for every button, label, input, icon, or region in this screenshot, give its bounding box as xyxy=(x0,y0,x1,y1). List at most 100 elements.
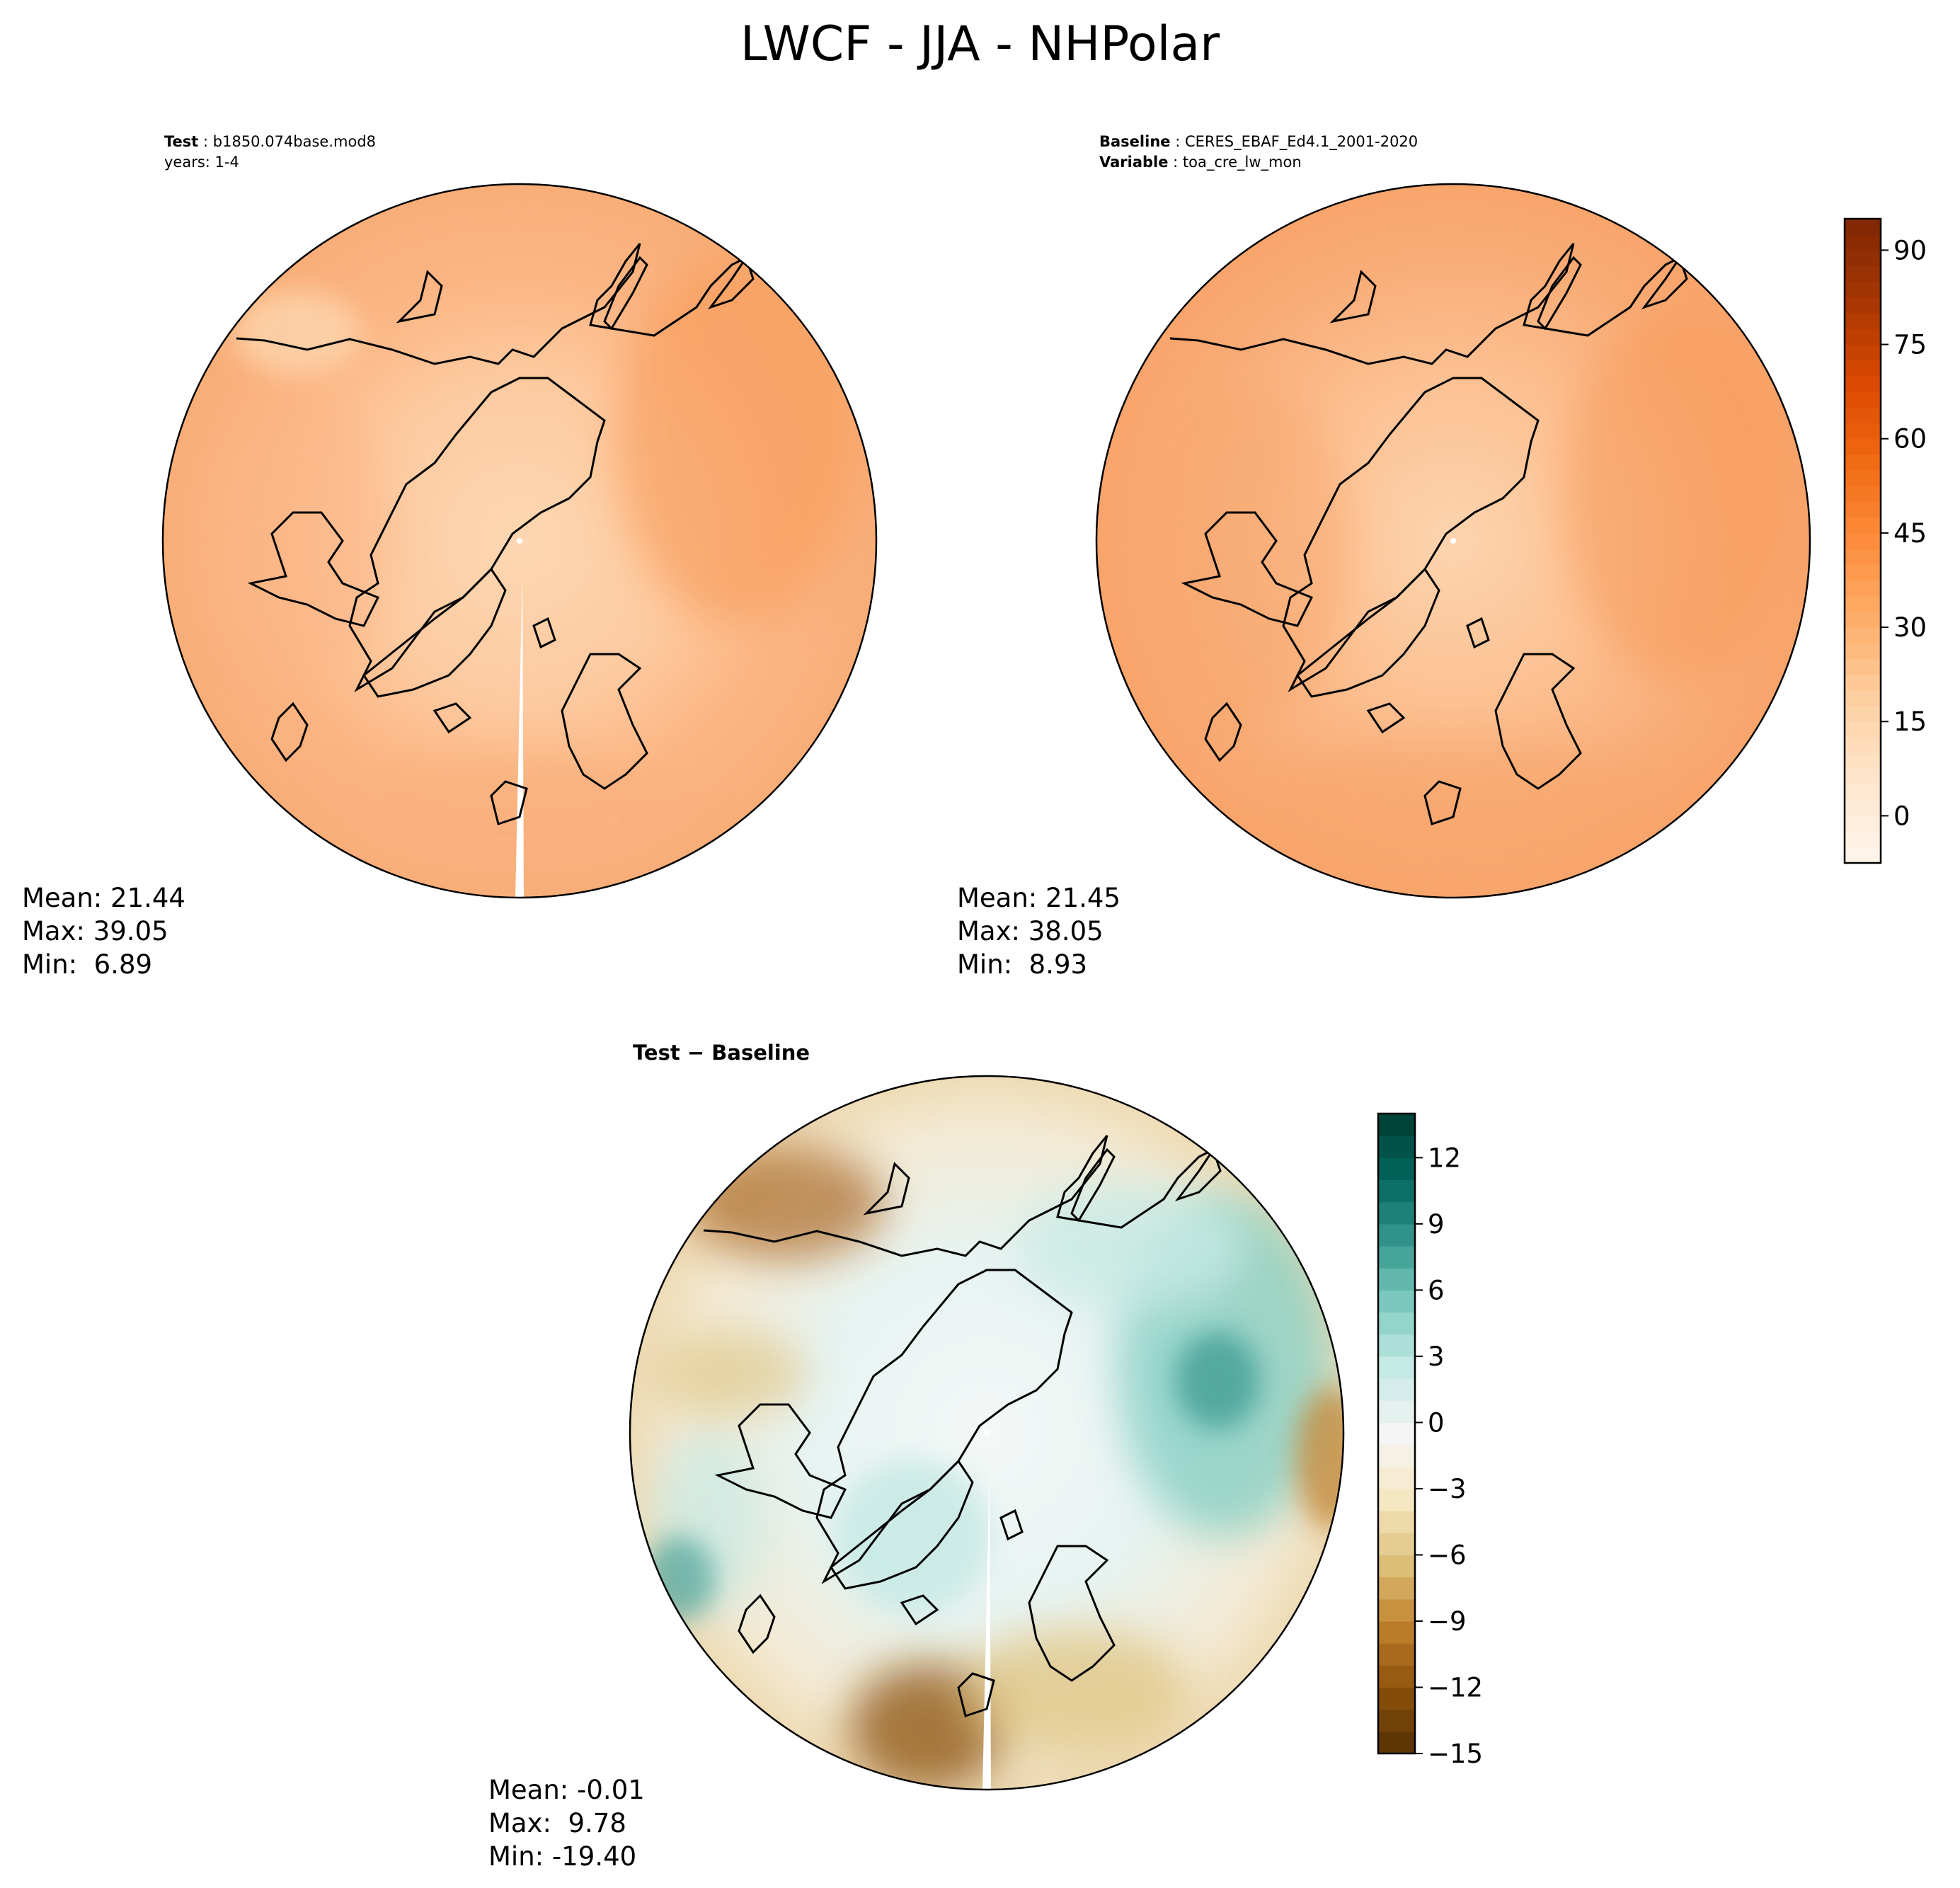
top-colorbar-tick-label: 90 xyxy=(1893,235,1927,265)
top-colorbar-band xyxy=(1845,360,1881,377)
figure-title: LWCF - JJA - NHPolar xyxy=(740,16,1220,72)
diff-map-border xyxy=(629,1075,1345,1791)
top-colorbar-band xyxy=(1845,234,1881,251)
top-colorbar-band xyxy=(1845,564,1881,581)
top-colorbar-band xyxy=(1845,407,1881,424)
diff-colorbar-tick-label: 3 xyxy=(1428,1341,1445,1372)
top-colorbar-band xyxy=(1845,250,1881,267)
diff-stats: Mean: -0.01 Max: 9.78 Min: -19.40 xyxy=(488,1773,645,1873)
diff-colorbar-band xyxy=(1378,1356,1415,1379)
diff-colorbar-band xyxy=(1378,1577,1415,1600)
top-colorbar-band xyxy=(1845,532,1881,549)
test-years: years: 1-4 xyxy=(164,154,239,171)
diff-colorbar-band xyxy=(1378,1201,1415,1225)
top-colorbar-band xyxy=(1845,454,1881,471)
diff-max: Max: 9.78 xyxy=(488,1808,626,1838)
diff-colorbar-tick-label: −6 xyxy=(1428,1540,1467,1570)
top-colorbar-band xyxy=(1845,627,1881,643)
diff-colorbar-band xyxy=(1378,1290,1415,1313)
test-min: Min: 6.89 xyxy=(22,949,153,980)
diff-colorbar-tick-label: 12 xyxy=(1428,1143,1461,1173)
diff-min: Min: -19.40 xyxy=(488,1841,637,1872)
diff-colorbar-tick-label: −15 xyxy=(1428,1739,1483,1769)
top-colorbar-band xyxy=(1845,847,1881,864)
top-colorbar-frame xyxy=(1843,217,1882,864)
diff-map xyxy=(629,1075,1345,1791)
top-colorbar-band xyxy=(1845,721,1881,738)
top-colorbar-band xyxy=(1845,800,1881,817)
top-colorbar-band xyxy=(1845,549,1881,565)
top-colorbar-band xyxy=(1845,486,1881,503)
top-colorbar-band xyxy=(1845,517,1881,534)
test-stats: Mean: 21.44 Max: 39.05 Min: 6.89 xyxy=(22,881,185,981)
test-map-border xyxy=(161,183,878,899)
top-colorbar-tick-label: 30 xyxy=(1893,612,1927,643)
diff-colorbar-band xyxy=(1378,1223,1415,1247)
top-colorbar-band xyxy=(1845,375,1881,392)
diff-colorbar-band xyxy=(1378,1135,1415,1158)
diff-colorbar-frame xyxy=(1377,1112,1416,1755)
diff-colorbar-band xyxy=(1378,1466,1415,1489)
top-colorbar-band xyxy=(1845,501,1881,518)
diff-colorbar-band xyxy=(1378,1533,1415,1556)
top-colorbar-band xyxy=(1845,768,1881,785)
top-colorbar-band xyxy=(1845,219,1881,235)
diff-colorbar: −15 −12 −9 −6 −3 0 3 6 9 12 xyxy=(1377,1112,1483,1769)
top-colorbar-band xyxy=(1845,784,1881,801)
diff-colorbar-band xyxy=(1378,1643,1415,1666)
diff-colorbar-band xyxy=(1378,1268,1415,1291)
top-colorbar-band xyxy=(1845,265,1881,282)
diff-colorbar-band xyxy=(1378,1687,1415,1710)
test-max: Max: 39.05 xyxy=(22,916,168,946)
diff-mean: Mean: -0.01 xyxy=(488,1775,645,1805)
top-colorbar-band xyxy=(1845,611,1881,628)
top-colorbar-band xyxy=(1845,737,1881,754)
top-colorbar-band xyxy=(1845,470,1881,486)
baseline-case-name: CERES_EBAF_Ed4.1_2001-2020 xyxy=(1184,133,1419,150)
test-map xyxy=(161,183,878,899)
diff-colorbar-band xyxy=(1378,1114,1415,1136)
diff-colorbar-tick-label: −3 xyxy=(1428,1474,1467,1504)
diff-title-baseline: Baseline xyxy=(711,1041,810,1065)
top-colorbar-tick-label: 60 xyxy=(1893,424,1927,454)
top-colorbar-band xyxy=(1845,344,1881,361)
diff-colorbar-band xyxy=(1378,1179,1415,1203)
diff-colorbar-band xyxy=(1378,1400,1415,1424)
baseline-stats: Mean: 21.45 Max: 38.05 Min: 8.93 xyxy=(957,881,1121,981)
diff-colorbar-band xyxy=(1378,1598,1415,1622)
test-header-key: Test xyxy=(164,133,199,150)
diff-title-minus: − xyxy=(687,1041,705,1065)
baseline-map xyxy=(1095,183,1811,899)
baseline-max: Max: 38.05 xyxy=(957,916,1104,946)
diff-colorbar-band xyxy=(1378,1334,1415,1357)
top-colorbar-band xyxy=(1845,816,1881,833)
top-colorbar-band xyxy=(1845,690,1881,706)
top-colorbar-tick-label: 15 xyxy=(1893,706,1927,737)
top-colorbar-band xyxy=(1845,328,1881,345)
top-colorbar-band xyxy=(1845,313,1881,329)
diff-colorbar-band xyxy=(1378,1620,1415,1644)
diff-colorbar-band xyxy=(1378,1312,1415,1335)
top-colorbar-band xyxy=(1845,297,1881,314)
diff-colorbar-tick-label: 0 xyxy=(1428,1407,1445,1438)
top-colorbar-tick-label: 75 xyxy=(1893,330,1927,360)
baseline-min: Min: 8.93 xyxy=(957,949,1088,980)
variable-header-key: Variable xyxy=(1099,154,1169,171)
test-mean: Mean: 21.44 xyxy=(22,883,185,913)
top-colorbar-tick-label: 45 xyxy=(1893,518,1927,549)
baseline-header-key: Baseline xyxy=(1099,133,1171,150)
top-colorbar-band xyxy=(1845,643,1881,660)
diff-title-test: Test xyxy=(633,1041,680,1065)
top-colorbar-band xyxy=(1845,423,1881,440)
diff-colorbar-band xyxy=(1378,1444,1415,1468)
top-colorbar-tick-label: 0 xyxy=(1893,801,1910,831)
diff-colorbar-tick-label: 6 xyxy=(1428,1275,1445,1305)
top-colorbar-band xyxy=(1845,580,1881,597)
diff-colorbar-band xyxy=(1378,1731,1415,1754)
diff-colorbar-band xyxy=(1378,1246,1415,1269)
top-colorbar-band xyxy=(1845,391,1881,408)
diff-colorbar-tick-label: −12 xyxy=(1428,1672,1483,1703)
diff-colorbar-band xyxy=(1378,1422,1415,1446)
top-colorbar-band xyxy=(1845,658,1881,675)
